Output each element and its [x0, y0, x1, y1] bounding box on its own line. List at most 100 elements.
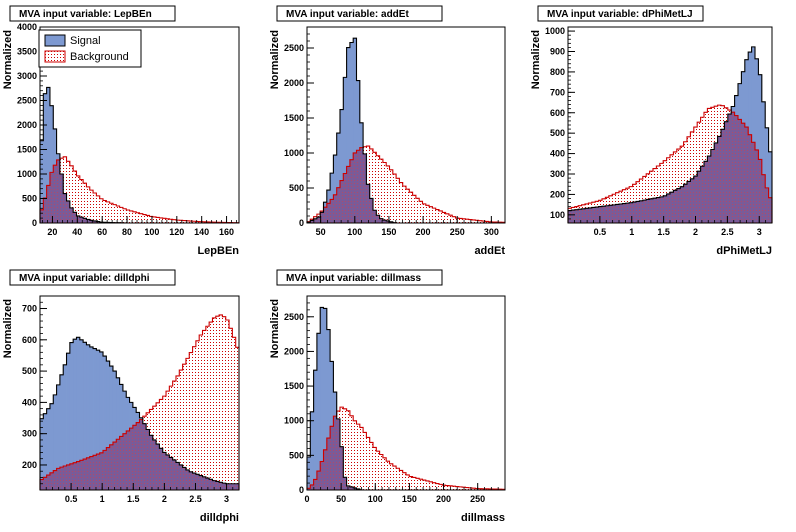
y-tick-label: 500 — [22, 366, 37, 376]
signal-bin — [119, 384, 124, 437]
overlap-bin — [136, 422, 140, 490]
background-bin — [419, 201, 423, 223]
overlap-bin — [40, 209, 44, 223]
background-bin — [142, 416, 147, 424]
y-tick-label: 300 — [550, 169, 565, 179]
chart-panel-dphimetlj: MVA input variable: dPhiMetLJ 0.5 1 1.5 2 2.5… — [530, 5, 773, 257]
signal-bins — [731, 46, 773, 198]
y-tick-label: 1500 — [284, 381, 304, 391]
background-bins — [307, 146, 506, 223]
background-bin — [653, 168, 657, 199]
overlap-bin — [591, 207, 596, 223]
overlap-bin — [683, 184, 688, 223]
overlap-bin — [215, 481, 220, 490]
signal-bin — [359, 122, 364, 148]
y-tick-label: 800 — [550, 67, 565, 77]
signal-bin — [755, 58, 759, 150]
signal-series-line — [567, 46, 773, 223]
overlap-bin — [340, 180, 344, 223]
background-bin — [175, 375, 180, 463]
signal-bins — [307, 307, 338, 489]
overlap-bin — [79, 217, 84, 223]
overlap-bins — [307, 416, 364, 490]
overlap-bin — [83, 459, 87, 490]
y-tick-label: 300 — [22, 429, 37, 439]
signal-bin — [86, 344, 91, 458]
overlap-bin — [126, 430, 130, 490]
background-bin — [142, 214, 147, 223]
signal-bin — [741, 71, 746, 124]
background-bin — [76, 175, 81, 216]
background-bin — [185, 358, 190, 470]
background-bin — [632, 184, 637, 203]
signal-bin — [126, 397, 130, 431]
x-tick-label: 50 — [336, 494, 346, 504]
overlap-bin — [731, 112, 735, 223]
background-bin — [389, 169, 394, 222]
x-axis-label: addEt — [474, 245, 505, 257]
overlap-bin — [76, 215, 81, 223]
background-bin — [369, 148, 374, 199]
background-bin — [625, 188, 630, 204]
signal-bins — [323, 38, 364, 208]
overlap-bin — [366, 184, 371, 223]
overlap-bin — [612, 204, 616, 223]
background-bin — [116, 205, 120, 223]
background-bin — [435, 483, 440, 490]
overlap-bin — [349, 159, 354, 223]
overlap-bin — [316, 471, 321, 490]
x-tick-label: 80 — [122, 227, 132, 237]
legend-label-signal: Signal — [70, 35, 101, 47]
overlap-bin — [79, 460, 84, 490]
overlap-bin — [73, 212, 77, 223]
chart-title-box — [9, 5, 176, 22]
overlap-bin — [751, 142, 756, 223]
overlap-bin — [727, 114, 732, 223]
overlap-bin — [622, 203, 627, 223]
overlap-bin — [359, 147, 364, 223]
background-bin — [205, 326, 210, 479]
x-tick-label: 300 — [484, 227, 499, 237]
background-bin — [402, 186, 407, 223]
overlap-bin — [69, 207, 74, 223]
background-bin — [642, 176, 647, 201]
background-bin — [656, 165, 661, 198]
signal-bin — [353, 38, 357, 153]
overlap-bin — [83, 218, 87, 223]
background-bin — [376, 155, 380, 216]
overlap-bin — [326, 438, 331, 490]
overlap-bin — [313, 479, 318, 490]
y-tick-label: 2500 — [17, 96, 37, 106]
background-series-line — [306, 406, 506, 490]
background-bin — [458, 486, 463, 490]
overlap-bin — [169, 457, 174, 490]
background-bin — [366, 437, 371, 490]
background-bin — [392, 174, 397, 223]
chart-title-box — [9, 269, 176, 286]
background-bin — [419, 479, 423, 490]
overlap-bin — [659, 196, 664, 223]
overlap-bin — [53, 165, 57, 223]
y-tick-label: 400 — [550, 149, 565, 159]
x-tick-label: 100 — [368, 494, 383, 504]
background-bins — [336, 407, 506, 490]
x-tick-label: 160 — [219, 227, 234, 237]
signal-bin — [40, 418, 44, 480]
overlap-bin — [653, 198, 657, 223]
background-bin — [103, 200, 107, 223]
overlap-bin — [738, 119, 742, 223]
y-tick-label: 500 — [22, 194, 37, 204]
signal-bin — [49, 403, 54, 473]
background-bin — [89, 190, 94, 221]
overlap-bin — [697, 171, 701, 223]
signal-bin — [132, 407, 137, 426]
overlap-bin — [710, 149, 715, 223]
x-tick-label: 140 — [194, 227, 209, 237]
x-tick-label: 2.5 — [721, 227, 734, 237]
signal-bin — [122, 391, 127, 434]
overlap-bin — [605, 205, 610, 223]
background-bin — [571, 207, 576, 211]
overlap-bin — [175, 462, 180, 490]
overlap-bin — [185, 469, 190, 490]
overlap-bin — [336, 418, 341, 490]
